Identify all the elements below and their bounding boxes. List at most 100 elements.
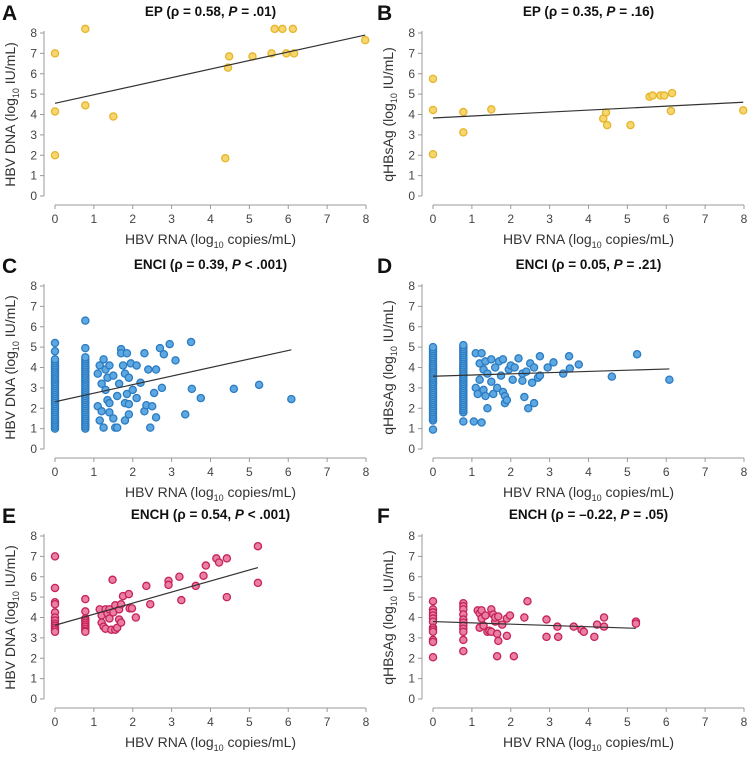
data-point xyxy=(180,410,190,419)
y-tick-label: 6 xyxy=(30,67,37,81)
panel-letter: F xyxy=(377,505,390,528)
panel-a: A EP (ρ = 0.58, P = .01) 0 0 1 1 2 2 3 3 4 4 5 5 6 6 7 7 8… xyxy=(0,0,375,250)
x-axis-label: HBV RNA (log10 copies/mL) xyxy=(125,231,296,250)
scatter-plot-a: A EP (ρ = 0.58, P = .01) 0 0 1 1 2 2 3 3 4 4 5 5 6 6 7 7 8… xyxy=(2,2,370,250)
y-label-subscript: 10 xyxy=(11,88,21,98)
data-point xyxy=(122,348,132,358)
y-tick-label: 3 xyxy=(30,631,37,645)
x-axis-label: HBV RNA (log10 copies/mL) xyxy=(503,734,674,753)
data-point xyxy=(50,338,60,348)
data-point xyxy=(360,35,370,45)
x-tick-label: 7 xyxy=(324,715,331,729)
data-point xyxy=(494,612,503,621)
x-tick-label: 8 xyxy=(363,465,370,479)
data-point xyxy=(253,578,263,588)
y-tick-label: 2 xyxy=(30,148,37,162)
data-point xyxy=(177,595,186,605)
data-point xyxy=(132,361,141,370)
data-point xyxy=(224,52,234,61)
data-point xyxy=(518,376,527,385)
data-point xyxy=(144,365,153,374)
x-label-text: copies/mL) xyxy=(602,484,674,500)
x-tick-label: 8 xyxy=(363,212,370,226)
x-tick-label: 5 xyxy=(246,212,253,226)
y-tick-label: 0 xyxy=(408,442,415,456)
y-tick-label: 7 xyxy=(30,299,37,313)
x-tick-label: 0 xyxy=(52,212,59,226)
data-point xyxy=(214,558,224,567)
data-point xyxy=(222,554,232,563)
x-tick-label: 0 xyxy=(430,212,437,226)
data-point xyxy=(201,561,211,570)
y-tick-label: 6 xyxy=(408,320,415,334)
x-label-text: HBV RNA (log xyxy=(503,734,592,750)
regression-line xyxy=(432,620,636,629)
regression-line xyxy=(54,567,259,626)
x-tick-label: 6 xyxy=(285,715,292,729)
x-tick-label: 2 xyxy=(507,465,514,479)
y-tick-label: 5 xyxy=(30,87,37,101)
data-point xyxy=(565,364,575,373)
y-tick-label: 0 xyxy=(30,692,37,706)
data-point xyxy=(473,389,482,399)
x-tick-label: 0 xyxy=(52,465,59,479)
title-p-italic: P xyxy=(228,4,238,19)
x-tick-label: 6 xyxy=(663,212,670,226)
x-tick-label: 2 xyxy=(129,465,136,479)
data-point xyxy=(97,379,106,389)
title-p-italic: P xyxy=(235,507,245,522)
panel-letter: C xyxy=(2,255,17,278)
x-tick-label: 6 xyxy=(663,715,670,729)
data-point xyxy=(124,399,134,409)
data-point xyxy=(253,541,263,551)
panel-e: E ENCH (ρ = 0.54, P < .001) 0 0 1 1 2 2 3 3 4 4 5 5 6 6… xyxy=(0,503,375,753)
x-label-text: copies/mL) xyxy=(224,231,296,247)
x-tick-label: 4 xyxy=(585,715,592,729)
y-tick-label: 8 xyxy=(408,529,415,543)
data-point xyxy=(492,383,502,393)
panel-letter: E xyxy=(2,505,16,528)
data-point xyxy=(494,636,503,646)
x-tick-label: 1 xyxy=(91,465,98,479)
data-point xyxy=(196,393,206,403)
x-tick-label: 5 xyxy=(624,465,631,479)
panel-title: ENCH (ρ = 0.54, P < .001) xyxy=(131,507,290,522)
y-label-text: IU/mL) xyxy=(380,550,396,596)
data-point xyxy=(149,388,159,398)
y-axis-label: HBV DNA (log10 IU/mL) xyxy=(2,295,21,440)
data-point xyxy=(527,378,537,388)
x-tick-label: 6 xyxy=(285,465,292,479)
y-tick-label: 7 xyxy=(408,549,415,563)
scatter-plot-f: F ENCH (ρ = –0.22, P = .05) 0 0 1 1 2 2 3 3 4 4 5 5 6 6… xyxy=(377,505,748,753)
data-point xyxy=(171,356,180,365)
y-tick-label: 0 xyxy=(408,189,415,203)
y-label-text: qHBsAg (log xyxy=(380,606,396,685)
data-point xyxy=(142,581,151,591)
y-tick-label: 8 xyxy=(408,279,415,293)
title-text: EP (ρ = 0.35, xyxy=(523,4,607,19)
data-point xyxy=(481,611,490,620)
y-tick-label: 3 xyxy=(30,128,37,142)
data-point xyxy=(631,619,641,628)
x-tick-label: 0 xyxy=(430,465,437,479)
data-point xyxy=(459,627,468,637)
y-label-text: HBV DNA (log xyxy=(2,351,18,440)
data-point xyxy=(93,369,103,378)
data-point xyxy=(95,361,104,370)
data-point xyxy=(50,49,60,58)
data-point xyxy=(140,348,149,358)
y-tick-label: 5 xyxy=(408,340,415,354)
data-point xyxy=(579,627,589,637)
y-tick-label: 4 xyxy=(30,108,37,122)
data-point xyxy=(165,339,174,349)
x-tick-label: 2 xyxy=(507,212,514,226)
panel-title: EP (ρ = 0.35, P = .16) xyxy=(523,4,654,19)
data-point xyxy=(112,391,122,401)
x-tick-label: 6 xyxy=(285,212,292,226)
y-tick-label: 7 xyxy=(30,549,37,563)
x-tick-label: 7 xyxy=(702,715,709,729)
data-point xyxy=(553,632,563,642)
data-point xyxy=(428,149,438,159)
data-point xyxy=(469,417,479,426)
x-tick-label: 6 xyxy=(663,465,670,479)
